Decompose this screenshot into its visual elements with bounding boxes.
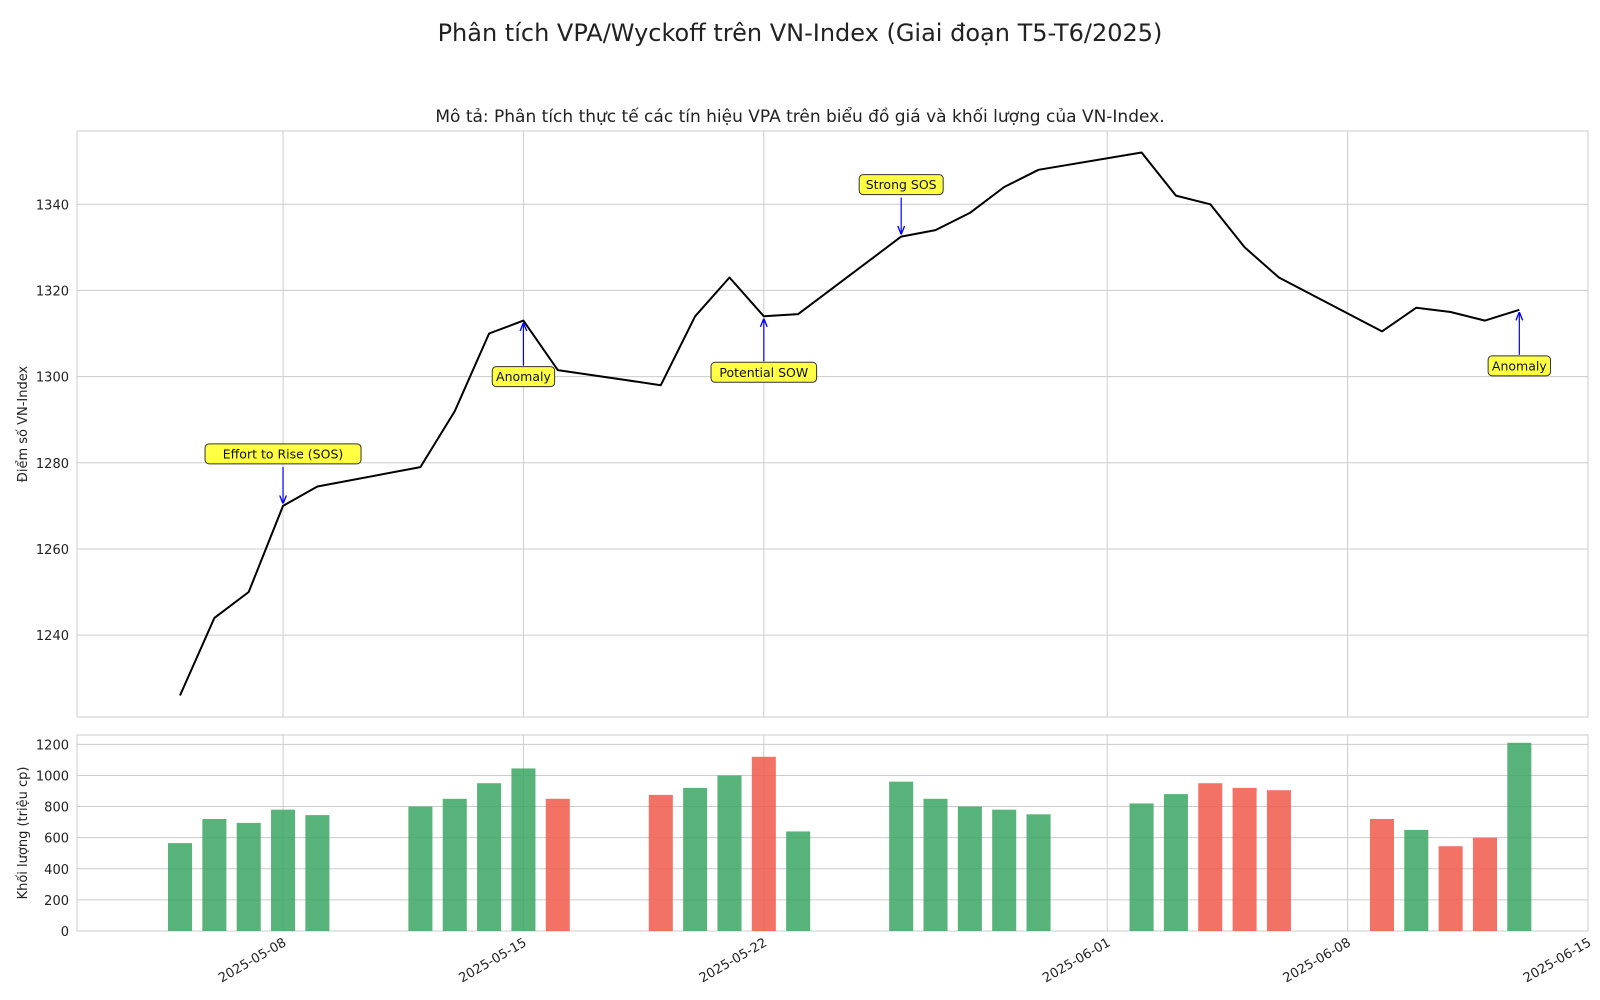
figure-title: Phân tích VPA/Wyckoff trên VN-Index (Gia… — [438, 19, 1163, 47]
volume-bar — [511, 768, 536, 931]
volume-y-tick-label: 1000 — [36, 769, 69, 784]
volume-bar — [992, 809, 1017, 931]
volume-bar — [477, 783, 502, 931]
volume-bar — [545, 798, 570, 931]
x-tick-label: 2025-06-15 — [1521, 935, 1594, 986]
volume-bar — [1198, 783, 1223, 931]
volume-bar — [751, 756, 776, 931]
volume-bar — [1472, 837, 1497, 931]
x-tick-label: 2025-06-08 — [1281, 935, 1354, 986]
volume-bar — [889, 781, 914, 931]
annotation: Strong SOS — [858, 174, 944, 234]
volume-bar — [1163, 794, 1188, 931]
x-axis: 2025-05-08 2025-05-15 2025-05-22 2025-06-01… — [216, 935, 1594, 986]
volume-bar — [786, 831, 811, 931]
volume-bar — [442, 798, 467, 931]
x-tick-label: 2025-05-15 — [456, 935, 529, 986]
price-y-tick-label: 1280 — [36, 457, 69, 472]
price-y-axis-label: Điểm số VN-Index — [16, 365, 31, 482]
volume-bar — [648, 794, 673, 931]
volume-bar — [1438, 846, 1463, 931]
annotation-box — [491, 366, 556, 388]
volume-bar — [408, 806, 433, 931]
x-tick-label: 2025-05-22 — [697, 935, 770, 986]
annotation-box — [710, 361, 818, 383]
volume-y-tick-label: 0 — [61, 925, 69, 940]
x-tick-label: 2025-06-01 — [1040, 935, 1113, 986]
volume-bar — [683, 787, 708, 931]
volume-y-tick-label: 600 — [44, 832, 69, 847]
volume-bar — [1129, 803, 1154, 931]
annotation: Potential SOW — [710, 319, 818, 383]
volume-y-axis-label: Khối lượng (triệu cp) — [16, 767, 31, 900]
volume-panel: 0 200 400 600 800 1000 1200 Khối lượng (triệu c… — [16, 734, 1589, 940]
price-y-tick-label: 1340 — [36, 198, 69, 213]
volume-bar — [923, 798, 948, 931]
annotation-box — [858, 174, 944, 196]
annotation: Anomaly — [491, 324, 556, 388]
volume-y-tick-label: 400 — [44, 863, 69, 878]
volume-y-tick-label: 800 — [44, 801, 69, 816]
annotation-label: Anomaly — [496, 369, 551, 384]
annotation-label: Effort to Rise (SOS) — [223, 446, 344, 461]
price-line — [179, 151, 1520, 696]
volume-bar — [305, 815, 330, 931]
figure-subtitle: Mô tả: Phân tích thực tế các tín hiệu VP… — [435, 106, 1164, 127]
price-y-tick-label: 1320 — [36, 284, 69, 299]
volume-y-tick-label: 200 — [44, 894, 69, 909]
volume-bar — [1026, 814, 1051, 931]
volume-bar — [1232, 787, 1257, 931]
annotation-label: Anomaly — [1492, 358, 1547, 373]
annotation: Effort to Rise (SOS) — [204, 443, 362, 503]
annotation-box — [204, 443, 362, 465]
annotation-box — [1487, 355, 1552, 377]
volume-bar — [236, 822, 261, 931]
volume-bar — [957, 806, 982, 931]
volume-bar — [202, 819, 227, 931]
volume-bar — [1369, 819, 1394, 931]
volume-plot-area — [76, 734, 1589, 932]
price-y-tick-label: 1300 — [36, 371, 69, 386]
volume-bar — [271, 809, 296, 931]
volume-bar — [1266, 790, 1291, 931]
price-y-tick-label: 1260 — [36, 543, 69, 558]
annotation: Anomaly — [1487, 313, 1552, 377]
price-plot-area — [76, 130, 1589, 718]
annotation-label: Strong SOS — [866, 177, 937, 192]
volume-y-tick-label: 1200 — [36, 738, 69, 753]
volume-bar — [717, 775, 742, 931]
volume-bar — [1507, 742, 1532, 931]
volume-bar — [1404, 829, 1429, 931]
x-tick-label: 2025-05-08 — [216, 935, 289, 986]
volume-bar — [168, 843, 193, 931]
price-y-tick-label: 1240 — [36, 629, 69, 644]
price-panel: 1240 1260 1280 1300 1320 1340 Điểm số VN-Index… — [16, 130, 1589, 718]
annotation-label: Potential SOW — [719, 365, 808, 380]
